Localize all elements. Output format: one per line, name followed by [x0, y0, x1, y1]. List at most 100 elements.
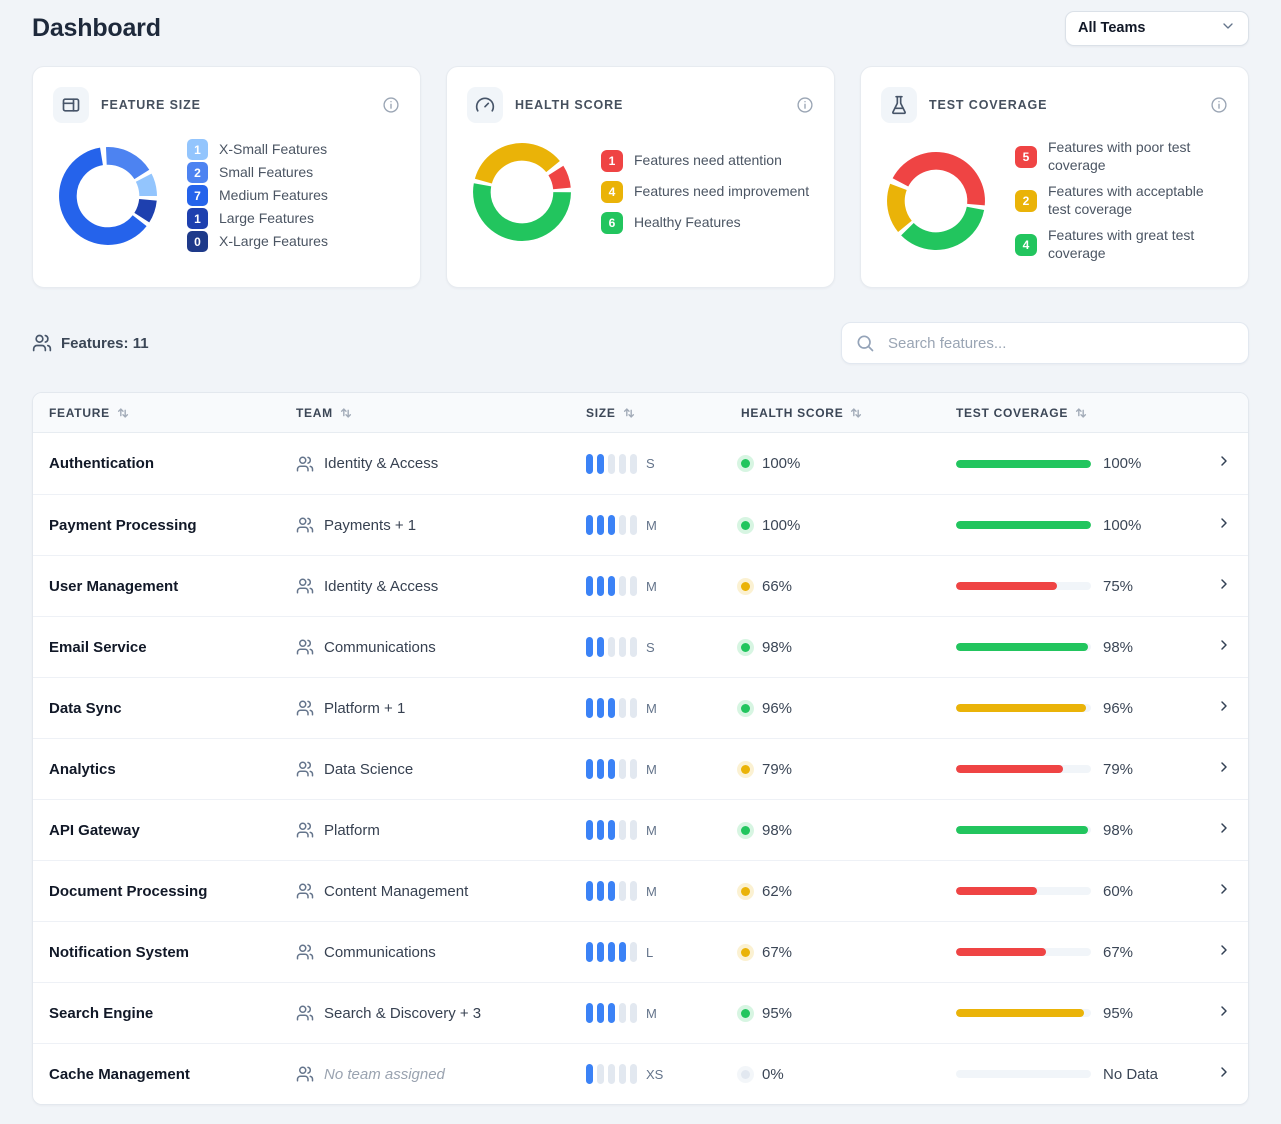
- legend-count-badge: 4: [1015, 233, 1037, 256]
- legend-item: 7 Medium Features: [187, 185, 328, 206]
- size-bar: [586, 637, 593, 657]
- chevron-right-icon[interactable]: [1216, 881, 1232, 902]
- feature-name: Document Processing: [49, 882, 208, 900]
- legend-label: Medium Features: [219, 186, 328, 203]
- table-row[interactable]: User Management Identity & Access M 66% …: [33, 555, 1248, 616]
- legend-item: 1 X-Small Features: [187, 139, 328, 160]
- feature-name: Email Service: [49, 638, 147, 656]
- summary-cards: FEATURE SIZE 1 X-Small Features 2 Small Fea…: [32, 66, 1249, 288]
- users-icon: [296, 943, 314, 961]
- column-header-feature[interactable]: FEATURE: [49, 406, 296, 420]
- table-row[interactable]: Notification System Communications L 67%…: [33, 921, 1248, 982]
- size-bar: [597, 942, 604, 962]
- coverage-bar-fill: [956, 459, 1091, 468]
- size-bar: [608, 820, 615, 840]
- toolbar: Features: 11: [32, 322, 1249, 364]
- health-value: 66%: [762, 577, 793, 595]
- table-header: FEATURE TEAM SIZE HEALTH SCORE TEST COVE…: [33, 393, 1248, 433]
- health-value: 0%: [762, 1065, 784, 1083]
- users-icon: [32, 333, 52, 353]
- size-indicator: [586, 759, 637, 779]
- info-icon[interactable]: [796, 96, 814, 114]
- health-dot: [741, 703, 750, 713]
- table-row[interactable]: Payment Processing Payments + 1 M 100% 1…: [33, 494, 1248, 555]
- team-name: Payments + 1: [324, 516, 417, 534]
- coverage-bar: [956, 765, 1091, 773]
- legend-count-badge: 1: [187, 139, 208, 160]
- chevron-right-icon[interactable]: [1216, 576, 1232, 597]
- legend-item: 2 Small Features: [187, 162, 328, 183]
- table-row[interactable]: Data Sync Platform + 1 M 96% 96%: [33, 677, 1248, 738]
- size-indicator: [586, 576, 637, 596]
- legend-item: 5 Features with poor test coverage: [1015, 139, 1228, 174]
- legend-count-badge: 7: [187, 185, 208, 206]
- size-label: M: [646, 517, 657, 533]
- info-icon[interactable]: [382, 96, 400, 114]
- table-row[interactable]: Authentication Identity & Access S 100% …: [33, 433, 1248, 494]
- table-row[interactable]: Search Engine Search & Discovery + 3 M 9…: [33, 982, 1248, 1043]
- size-bar: [619, 515, 626, 535]
- team-filter-dropdown[interactable]: All Teams: [1065, 10, 1249, 46]
- column-header-health-score[interactable]: HEALTH SCORE: [741, 406, 956, 420]
- chevron-right-icon[interactable]: [1216, 1003, 1232, 1024]
- team-name: Platform: [324, 821, 380, 839]
- chevron-right-icon[interactable]: [1216, 759, 1232, 780]
- chevron-right-icon[interactable]: [1216, 637, 1232, 658]
- size-bar: [608, 1003, 615, 1023]
- chevron-right-icon[interactable]: [1216, 942, 1232, 963]
- chevron-right-icon[interactable]: [1216, 698, 1232, 719]
- size-bar: [608, 759, 615, 779]
- size-bar: [630, 1003, 637, 1023]
- test-coverage-card: TEST COVERAGE 5 Features with poor test c…: [860, 66, 1249, 288]
- size-bar: [597, 820, 604, 840]
- feature-size-card: FEATURE SIZE 1 X-Small Features 2 Small Fea…: [32, 66, 421, 288]
- users-icon: [296, 1004, 314, 1022]
- chevron-right-icon[interactable]: [1216, 820, 1232, 841]
- table-row[interactable]: Document Processing Content Management M…: [33, 860, 1248, 921]
- coverage-bar-fill: [956, 521, 1091, 529]
- health-value: 95%: [762, 1004, 793, 1022]
- feature-name: Data Sync: [49, 699, 122, 717]
- table-row[interactable]: Cache Management No team assigned XS 0% …: [33, 1043, 1248, 1104]
- size-bar: [597, 453, 604, 474]
- table-row[interactable]: API Gateway Platform M 98% 98%: [33, 799, 1248, 860]
- table-row[interactable]: Email Service Communications S 98% 98%: [33, 616, 1248, 677]
- table-row[interactable]: Analytics Data Science M 79% 79%: [33, 738, 1248, 799]
- chevron-right-icon[interactable]: [1216, 515, 1232, 536]
- chevron-right-icon[interactable]: [1216, 453, 1232, 474]
- card-title: FEATURE SIZE: [101, 98, 201, 112]
- size-bar: [586, 820, 593, 840]
- legend-item: 1 Large Features: [187, 208, 328, 229]
- info-icon[interactable]: [1210, 96, 1228, 114]
- size-indicator: [586, 1003, 637, 1023]
- feature-name: Analytics: [49, 760, 116, 778]
- size-bar: [597, 515, 604, 535]
- sort-icon: [849, 406, 863, 420]
- feature-name: Payment Processing: [49, 516, 197, 534]
- search-input[interactable]: [841, 322, 1249, 364]
- size-bar: [608, 698, 615, 718]
- legend-count-badge: 0: [187, 231, 208, 252]
- coverage-bar: [956, 826, 1091, 834]
- health-score-donut: [469, 139, 575, 245]
- feature-name: API Gateway: [49, 821, 140, 839]
- feature-name: User Management: [49, 577, 179, 595]
- legend-label: Features with great test coverage: [1048, 227, 1195, 261]
- coverage-bar: [956, 459, 1091, 468]
- column-header-size[interactable]: SIZE: [586, 406, 741, 420]
- coverage-bar: [956, 1070, 1091, 1078]
- legend-count-badge: 4: [601, 181, 623, 203]
- column-header-test-coverage[interactable]: TEST COVERAGE: [956, 406, 1192, 420]
- chevron-right-icon[interactable]: [1216, 1064, 1232, 1085]
- size-bar: [608, 942, 615, 962]
- size-label: L: [646, 944, 654, 960]
- size-bar: [630, 453, 637, 474]
- size-bar: [586, 1064, 593, 1084]
- size-bar: [619, 637, 626, 657]
- size-bar: [608, 1064, 615, 1084]
- search-box: [841, 322, 1249, 364]
- column-header-team[interactable]: TEAM: [296, 406, 586, 420]
- coverage-bar: [956, 948, 1091, 956]
- size-label: M: [646, 1005, 657, 1021]
- size-bar: [630, 942, 637, 962]
